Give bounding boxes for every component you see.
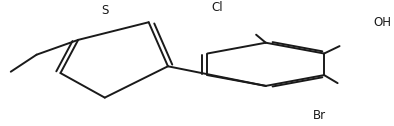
Text: Br: Br: [313, 109, 326, 122]
Text: Cl: Cl: [212, 1, 223, 14]
Text: OH: OH: [374, 16, 392, 29]
Text: S: S: [101, 4, 108, 17]
